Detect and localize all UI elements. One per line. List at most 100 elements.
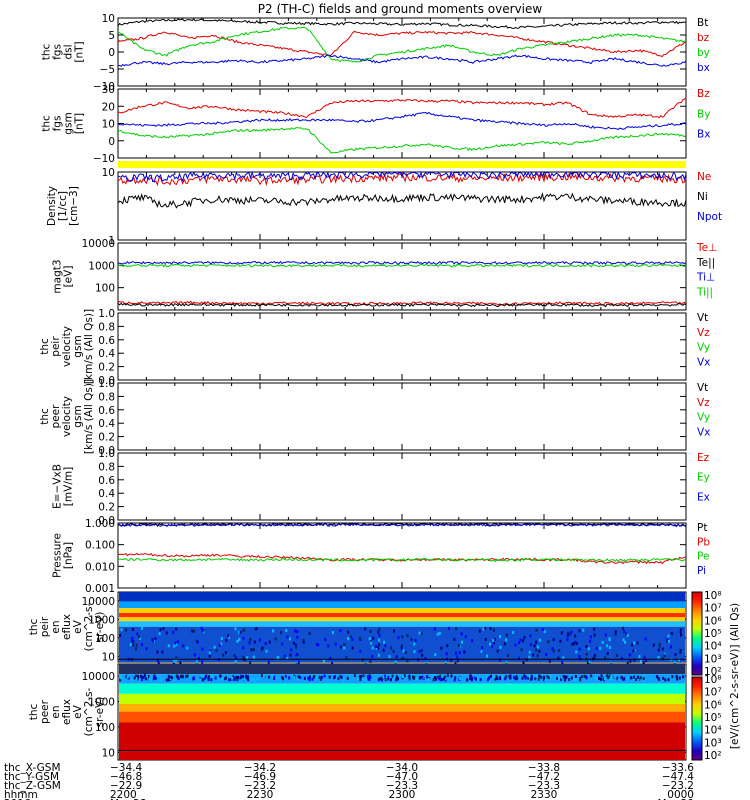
colorbar-tick-label: 10⁶ [704, 615, 722, 627]
y-tick-label: 1.0 [98, 448, 115, 460]
spectrogram-pixel [454, 676, 457, 680]
spectrogram-pixel [288, 676, 291, 680]
spectrogram-pixel [347, 630, 350, 634]
colorbar-tick-label: 10⁷ [704, 603, 722, 615]
spectrogram-pixel [237, 675, 240, 679]
spectrogram-pixel [450, 658, 453, 662]
spectrogram-pixel [390, 646, 393, 650]
spectrogram-pixel [630, 676, 633, 680]
spectrogram-pixel [377, 678, 380, 682]
spectrogram-pixel [171, 676, 174, 680]
spectrogram-pixel [402, 649, 405, 653]
y-tick-label: 0.2 [98, 502, 115, 514]
spectrogram-pixel [563, 678, 566, 682]
spectrogram-pixel [616, 676, 619, 680]
spectrogram-pixel [570, 676, 573, 680]
spectrogram-pixel [608, 646, 611, 650]
spectrogram-pixel [217, 677, 220, 681]
spectrogram-pixel [401, 635, 404, 639]
spectrogram-pixel [547, 640, 550, 644]
spectrogram-pixel [186, 674, 189, 678]
spectrogram-pixel [201, 660, 204, 664]
spectrogram-pixel [433, 627, 436, 631]
spectrogram-pixel [505, 661, 508, 665]
spectrogram-pixel [521, 676, 524, 680]
spectrogram-pixel [406, 659, 409, 663]
spectrogram-pixel [274, 637, 277, 641]
figure-title: P2 (TH-C) fields and ground moments over… [258, 2, 543, 16]
spectrogram-pixel [565, 676, 568, 680]
spectrogram-pixel [410, 637, 413, 641]
spectrogram-pixel [442, 677, 445, 681]
spectrogram-pixel [678, 658, 681, 662]
spectrogram-pixel [515, 674, 518, 678]
spectrogram-pixel [140, 642, 143, 646]
panel-frame-fgs_dsl [117, 17, 687, 87]
spectrogram-pixel [537, 677, 540, 681]
x-tick-value: −23.3 [386, 780, 418, 792]
spectrogram-pixel [495, 675, 498, 679]
spectrogram-pixel [272, 629, 275, 633]
spectrogram-pixel [267, 675, 270, 679]
spectrogram-pixel [140, 626, 143, 630]
y-axis-label: thc [28, 704, 40, 721]
spectrogram-pixel [661, 647, 664, 651]
spectrogram-pixel [514, 677, 517, 681]
spectrogram-pixel [666, 639, 669, 643]
spectrogram-pixel [639, 676, 642, 680]
spectrogram-pixel [635, 678, 638, 682]
spectrogram-pixel [351, 638, 354, 642]
x-tick-value: −23.3 [528, 780, 560, 792]
spectrogram-pixel [364, 627, 367, 631]
spectrogram-pixel [599, 646, 602, 650]
spectrogram-pixel [327, 644, 330, 648]
spectrogram-pixel [546, 675, 549, 679]
spectrogram-pixel [588, 661, 591, 665]
spectrogram-pixel [173, 644, 176, 648]
spectrogram-pixel [474, 676, 477, 680]
spectrogram-pixel [364, 678, 367, 682]
spectrogram-pixel [323, 674, 326, 678]
y-tick-label: 100 [95, 283, 115, 295]
spectrogram-pixel [292, 641, 295, 645]
spectrogram-pixel [158, 632, 161, 636]
spectrogram-pixel [509, 676, 512, 680]
spectrogram-pixel [182, 644, 185, 648]
spectrogram-band [119, 693, 685, 704]
y-axis-label: E=−VxB [52, 464, 64, 509]
y-axis-label: [nPa] [63, 542, 75, 569]
spectrogram-pixel [190, 629, 193, 633]
spectrogram-pixel [469, 674, 472, 678]
spectrogram-pixel [459, 676, 462, 680]
spectrogram-pixel [140, 678, 143, 682]
y-axis-label: magt3 [52, 259, 64, 293]
legend-Vx: Vx [697, 426, 710, 438]
spectrogram-pixel [225, 676, 228, 680]
spectrogram-pixel [400, 645, 403, 649]
spectrogram-pixel [622, 638, 625, 642]
spectrogram-pixel [424, 656, 427, 660]
spectrogram-pixel [469, 677, 472, 681]
spectrogram-pixel [645, 659, 648, 663]
spectrogram-pixel [661, 657, 664, 661]
legend-Vt: Vt [697, 382, 708, 394]
spectrogram-pixel [413, 650, 416, 654]
spectrogram-pixel [264, 642, 267, 646]
spectrogram-pixel [353, 674, 356, 678]
spectrogram-pixel [188, 674, 191, 678]
spectrogram-pixel [545, 652, 548, 656]
spectrogram-pixel [297, 675, 300, 679]
spectrogram-pixel [622, 630, 625, 634]
spectrogram-pixel [603, 677, 606, 681]
colorbar-tick-label: 10³ [704, 653, 722, 665]
spectrogram-pixel [589, 635, 592, 639]
legend-Vz: Vz [697, 397, 710, 409]
y-tick-label: 0.2 [98, 362, 115, 374]
spectrogram-pixel [371, 655, 374, 659]
spectrogram-pixel [590, 674, 593, 678]
spectrogram-pixel [522, 639, 525, 643]
spectrogram-pixel [582, 628, 585, 632]
spectrogram-pixel [414, 639, 417, 643]
spectrogram-pixel [631, 643, 634, 647]
spectrogram-pixel [370, 641, 373, 645]
